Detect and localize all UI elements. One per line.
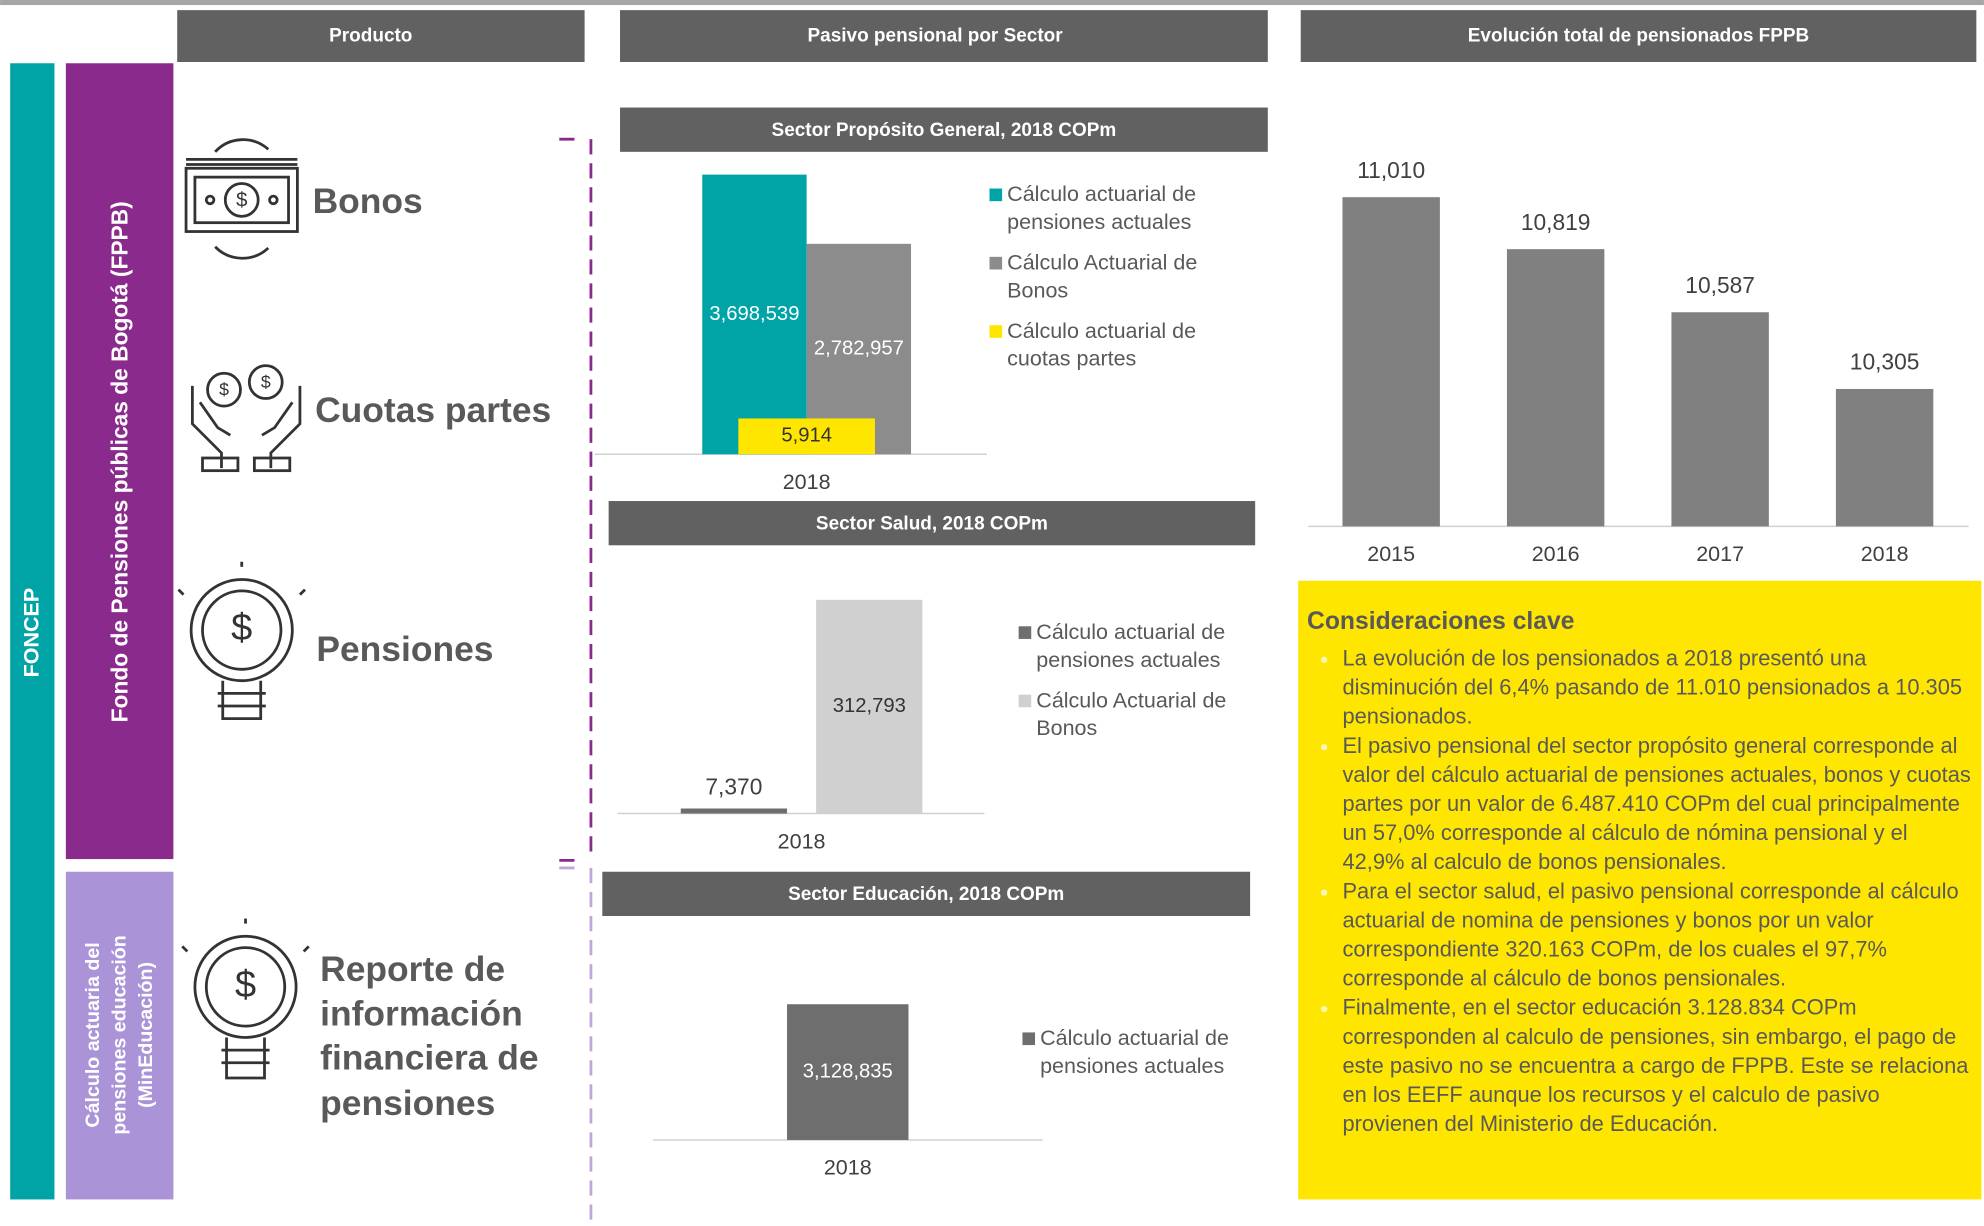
x-tick-label: 2018 — [1861, 542, 1909, 566]
bar — [1506, 249, 1605, 527]
product-label: información — [320, 993, 523, 1033]
legend-swatch — [989, 188, 1003, 202]
data-label: 7,370 — [705, 773, 762, 799]
bar — [787, 1004, 909, 1140]
data-label: 312,793 — [833, 695, 906, 717]
legend-item: Cálculo actuarial de pensiones actuales — [1022, 1025, 1231, 1081]
bar — [702, 174, 807, 455]
bar — [1835, 388, 1934, 527]
legend-swatch — [989, 325, 1003, 338]
bulb-icon: $ — [177, 561, 306, 721]
bar — [816, 599, 923, 814]
legend: Cálculo actuarial de pensiones actuales C… — [989, 181, 1198, 373]
legend-label: Cálculo Actuarial de Bonos — [1007, 250, 1198, 303]
fund-label: Fondo de Pensiones públicas de Bogotá (F… — [107, 201, 133, 722]
legend-swatch — [1018, 694, 1032, 708]
legend-label: Cálculo Actuarial de Bonos — [1036, 688, 1227, 741]
considerations-text: Consideraciones clave La evolución de lo… — [1307, 607, 1971, 1138]
data-label: 3,698,539 — [709, 303, 799, 325]
bullet: La evolución de los pensionados a 2018 p… — [1342, 644, 1971, 731]
svg-text:$: $ — [219, 380, 229, 400]
entity-band — [10, 63, 55, 1200]
bulb-icon: $ — [181, 918, 310, 1080]
legend: Cálculo actuarial de pensiones actuales — [1022, 1025, 1231, 1081]
header: Evolución total de pensionados FPPB — [1468, 26, 1809, 47]
product-label: Pensiones — [316, 629, 493, 669]
x-tick-label: 2018 — [778, 829, 826, 853]
chart-title-box — [608, 501, 1256, 546]
legend-item: Cálculo Actuarial de Bonos — [1018, 687, 1228, 743]
considerations: Consideraciones clave La evolución de lo… — [1307, 607, 1971, 1195]
chart-title-box — [602, 871, 1251, 917]
header-box — [1300, 10, 1977, 62]
entity-label: FONCEP — [20, 588, 44, 678]
data-label: 2,782,957 — [814, 337, 904, 359]
data-label: 3,128,835 — [803, 1060, 893, 1082]
svg-text:$: $ — [235, 964, 256, 1006]
legend-label: Cálculo actuarial de pensiones actuales — [1036, 619, 1226, 672]
chart-title-box — [620, 107, 1268, 152]
considerations-title: Consideraciones clave — [1307, 607, 1575, 636]
education-label: Cálculo actuaria del — [82, 942, 104, 1127]
svg-text:$: $ — [236, 190, 247, 212]
svg-text:$: $ — [231, 607, 252, 649]
legend-item: Cálculo Actuarial de Bonos — [989, 249, 1198, 305]
bar — [738, 418, 875, 455]
top-rule — [0, 0, 1984, 6]
data-label: 10,587 — [1685, 272, 1755, 298]
bill-icon: $ — [184, 138, 299, 260]
chart-title: Sector Educación, 2018 COPm — [788, 884, 1064, 905]
product-label: Bonos — [313, 181, 423, 221]
header: Producto — [329, 26, 412, 47]
hands-icon: $ $ — [190, 364, 302, 473]
legend-swatch — [989, 256, 1003, 270]
bullet: Finalmente, en el sector educación 3.128… — [1342, 993, 1971, 1139]
x-tick-label: 2018 — [783, 470, 831, 494]
legend-item: Cálculo actuarial de pensiones actuales — [1018, 619, 1228, 675]
bullet-list: La evolución de los pensionados a 2018 p… — [1307, 644, 1971, 1139]
education-label: pensiones educación — [108, 935, 130, 1134]
legend-label: Cálculo actuarial de pensiones actuales — [1007, 182, 1197, 235]
product-label: Cuotas partes — [315, 390, 551, 430]
data-label: 10,305 — [1850, 349, 1920, 375]
education-band — [65, 871, 174, 1200]
bar — [680, 808, 788, 814]
legend-item: Cálculo actuarial de cuotas partes — [989, 318, 1198, 374]
data-label: 10,819 — [1521, 209, 1591, 235]
svg-text:$: $ — [261, 372, 271, 392]
bar — [1671, 312, 1769, 527]
product-label: Reporte de — [320, 949, 505, 989]
bullet: Para el sector salud, el pasivo pensiona… — [1342, 877, 1971, 993]
product-label: financiera de — [320, 1038, 538, 1078]
x-tick-label: 2016 — [1532, 542, 1580, 566]
x-tick-label: 2015 — [1367, 542, 1415, 566]
x-tick-label: 2017 — [1696, 542, 1744, 566]
considerations-box — [1298, 580, 1982, 1200]
legend-label: Cálculo actuarial de pensiones actuales — [1040, 1026, 1229, 1078]
legend: Cálculo actuarial de pensiones actuales C… — [1018, 619, 1228, 743]
legend-box: Cálculo actuarial de pensiones actuales C… — [989, 181, 1198, 373]
legend-swatch — [1018, 626, 1032, 639]
product-label: pensiones — [320, 1083, 495, 1123]
header-box — [177, 10, 585, 62]
data-label: 5,914 — [781, 425, 832, 447]
legend-item: Cálculo actuarial de pensiones actuales — [989, 181, 1198, 237]
legend-box: Cálculo actuarial de pensiones actuales C… — [1018, 619, 1228, 743]
connector — [559, 866, 593, 1226]
header: Pasivo pensional por Sector — [808, 26, 1064, 47]
education-label: (MinEducación) — [135, 962, 157, 1108]
x-tick-label: 2018 — [824, 1156, 872, 1180]
fund-band — [65, 63, 174, 860]
bar — [1342, 197, 1440, 527]
header-box — [620, 10, 1268, 62]
legend-swatch — [1022, 1032, 1036, 1046]
chart-title: Sector Propósito General, 2018 COPm — [772, 120, 1117, 141]
bullet: El pasivo pensional del sector propósito… — [1342, 731, 1971, 877]
chart-title: Sector Salud, 2018 COPm — [816, 513, 1048, 534]
data-label: 11,010 — [1357, 157, 1425, 183]
connector — [559, 137, 593, 862]
legend-box: Cálculo actuarial de pensiones actuales — [1022, 1025, 1231, 1081]
legend-label: Cálculo actuarial de cuotas partes — [1007, 318, 1197, 371]
